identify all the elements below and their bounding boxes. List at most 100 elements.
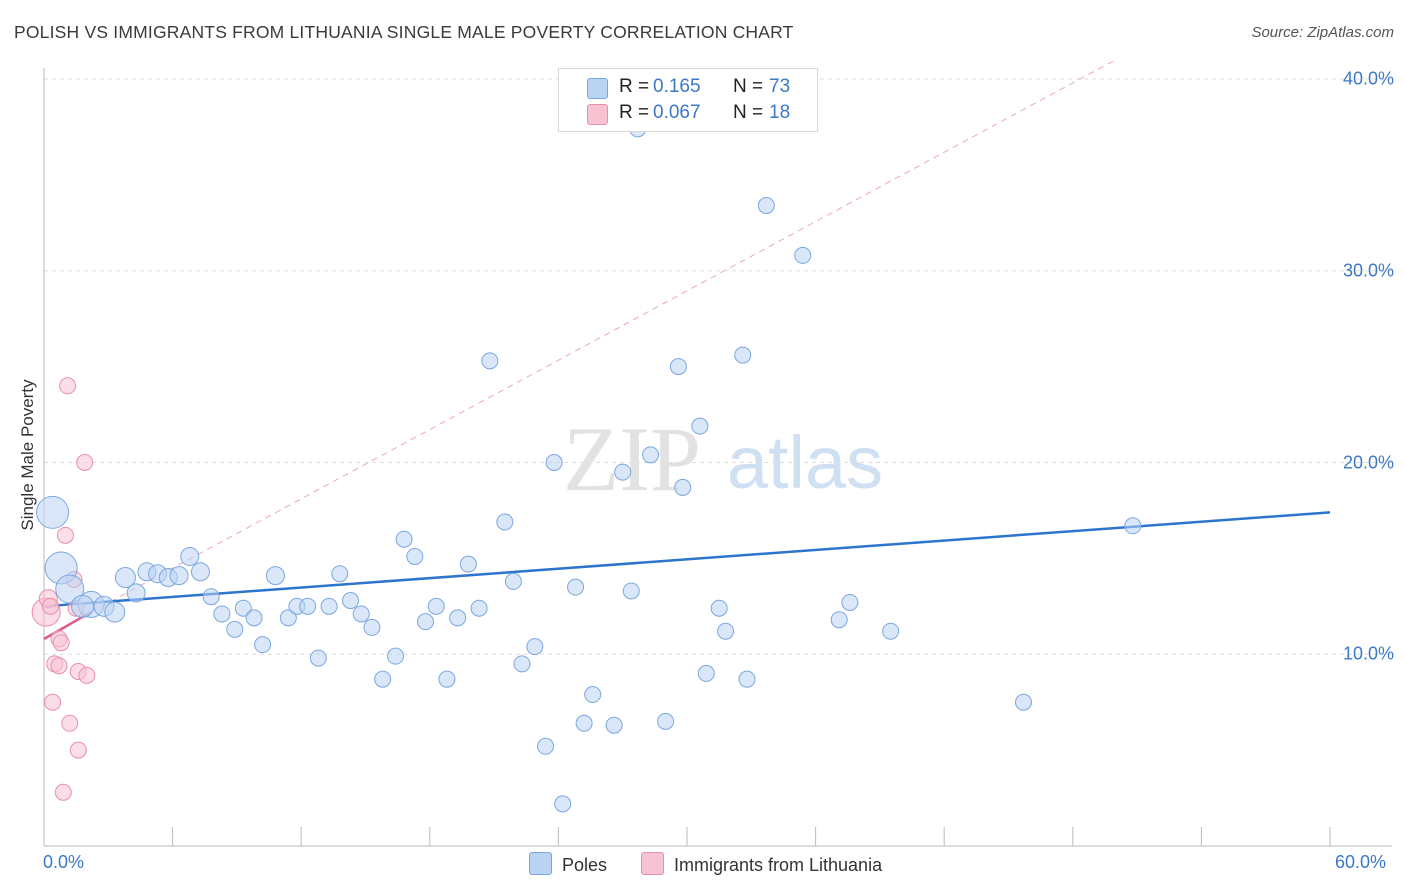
data-point-poles: [213, 605, 231, 623]
data-point-poles: [554, 795, 572, 813]
data-point-lithuania: [61, 714, 79, 732]
data-point-poles: [697, 664, 715, 682]
data-point-poles: [642, 446, 660, 464]
data-point-poles: [1124, 517, 1142, 535]
trendline-lithuania-extension: [90, 59, 1116, 613]
data-point-poles: [575, 714, 593, 732]
trendline-poles: [43, 511, 1331, 608]
data-point-poles: [605, 716, 623, 734]
data-point-poles: [526, 638, 544, 656]
legend-r-value: 0.165: [653, 76, 701, 97]
data-point-poles: [882, 622, 900, 640]
correlation-legend: R = 0.165 N = 73 R = 0.067 N = 18: [558, 68, 818, 132]
data-point-poles: [717, 622, 735, 640]
data-point-lithuania: [44, 693, 62, 711]
data-point-poles: [279, 609, 297, 627]
data-point-poles: [387, 647, 405, 665]
data-point-lithuania: [78, 666, 96, 684]
legend-n-label: N =: [733, 76, 764, 97]
chart-title: POLISH VS IMMIGRANTS FROM LITHUANIA SING…: [14, 22, 794, 42]
data-point-poles: [202, 588, 220, 606]
bottom-legend-lithuania: Immigrants from Lithuania: [641, 852, 882, 876]
data-point-poles: [126, 583, 146, 603]
data-point-poles: [254, 636, 272, 654]
legend-swatch-lithuania: [587, 104, 608, 125]
data-point-lithuania: [52, 634, 70, 652]
data-point-poles: [513, 655, 531, 673]
data-point-poles: [169, 566, 189, 586]
data-point-lithuania: [54, 783, 72, 801]
data-point-poles: [190, 562, 210, 582]
data-point-poles: [406, 547, 424, 565]
data-point-poles: [584, 686, 602, 704]
data-point-poles: [36, 495, 70, 529]
y-tick-label: 30.0%: [1342, 260, 1394, 281]
data-point-poles: [830, 611, 848, 629]
bottom-legend-label-lithuania: Immigrants from Lithuania: [674, 855, 883, 875]
data-point-poles: [622, 582, 640, 600]
data-point-poles: [657, 712, 675, 730]
data-point-lithuania: [56, 526, 74, 544]
data-point-lithuania: [76, 454, 94, 471]
data-point-poles: [567, 578, 585, 596]
data-point-poles: [449, 609, 467, 627]
bottom-legend-swatch-poles: [529, 852, 552, 875]
data-point-poles: [55, 574, 85, 604]
legend-r-label: R =: [619, 102, 650, 123]
data-point-poles: [496, 513, 514, 531]
data-point-poles: [738, 670, 756, 688]
data-point-poles: [363, 618, 381, 636]
data-point-poles: [438, 670, 456, 688]
data-point-poles: [669, 358, 687, 376]
data-point-poles: [710, 599, 728, 617]
data-point-poles: [226, 620, 244, 638]
legend-n-value: 18: [769, 102, 791, 123]
data-point-poles: [1015, 693, 1033, 711]
data-point-lithuania: [50, 657, 68, 675]
data-point-poles: [245, 609, 263, 627]
data-point-poles: [309, 649, 327, 667]
legend-r-value: 0.067: [653, 102, 701, 123]
legend-n-label: N =: [733, 102, 764, 123]
source-label: Source: ZipAtlas.com: [1251, 24, 1394, 41]
data-point-poles: [234, 599, 252, 617]
y-tick-label: 10.0%: [1342, 643, 1394, 664]
watermark-atlas: atlas: [727, 421, 883, 504]
data-point-poles: [114, 567, 136, 589]
bottom-legend-label-poles: Poles: [562, 855, 608, 875]
bottom-legend-swatch-lithuania: [641, 852, 664, 875]
data-point-poles: [395, 530, 413, 548]
data-point-poles: [180, 546, 200, 566]
data-point-lithuania: [59, 377, 77, 395]
data-point-poles: [537, 737, 555, 755]
x-tick-label-min: 0.0%: [43, 852, 85, 872]
data-point-poles: [374, 670, 392, 688]
data-point-poles: [691, 417, 709, 435]
data-point-poles: [352, 605, 370, 623]
watermark: ZIP atlas: [563, 408, 883, 510]
data-point-lithuania: [41, 597, 59, 615]
data-point-poles: [757, 197, 775, 215]
data-point-poles: [734, 346, 752, 364]
x-tick-label-max: 60.0%: [1335, 852, 1387, 872]
bottom-legend-poles: Poles: [529, 852, 607, 876]
data-point-poles: [341, 592, 359, 610]
data-point-poles: [794, 246, 812, 264]
y-tick-label: 20.0%: [1342, 452, 1394, 472]
data-point-poles: [841, 593, 859, 611]
legend-n-value: 73: [769, 76, 791, 97]
data-point-poles: [71, 594, 95, 618]
data-point-poles: [299, 597, 317, 615]
data-point-poles: [331, 565, 349, 583]
data-point-poles: [417, 613, 435, 631]
legend-swatch-poles: [587, 78, 608, 99]
data-point-poles: [674, 478, 692, 496]
data-point-poles: [459, 555, 477, 573]
data-point-poles: [470, 599, 488, 617]
data-point-lithuania: [69, 741, 87, 759]
y-tick-label: 40.0%: [1342, 68, 1394, 89]
data-point-poles: [104, 601, 126, 623]
data-point-poles: [320, 597, 338, 615]
data-point-poles: [545, 454, 563, 471]
data-point-poles: [504, 572, 522, 590]
